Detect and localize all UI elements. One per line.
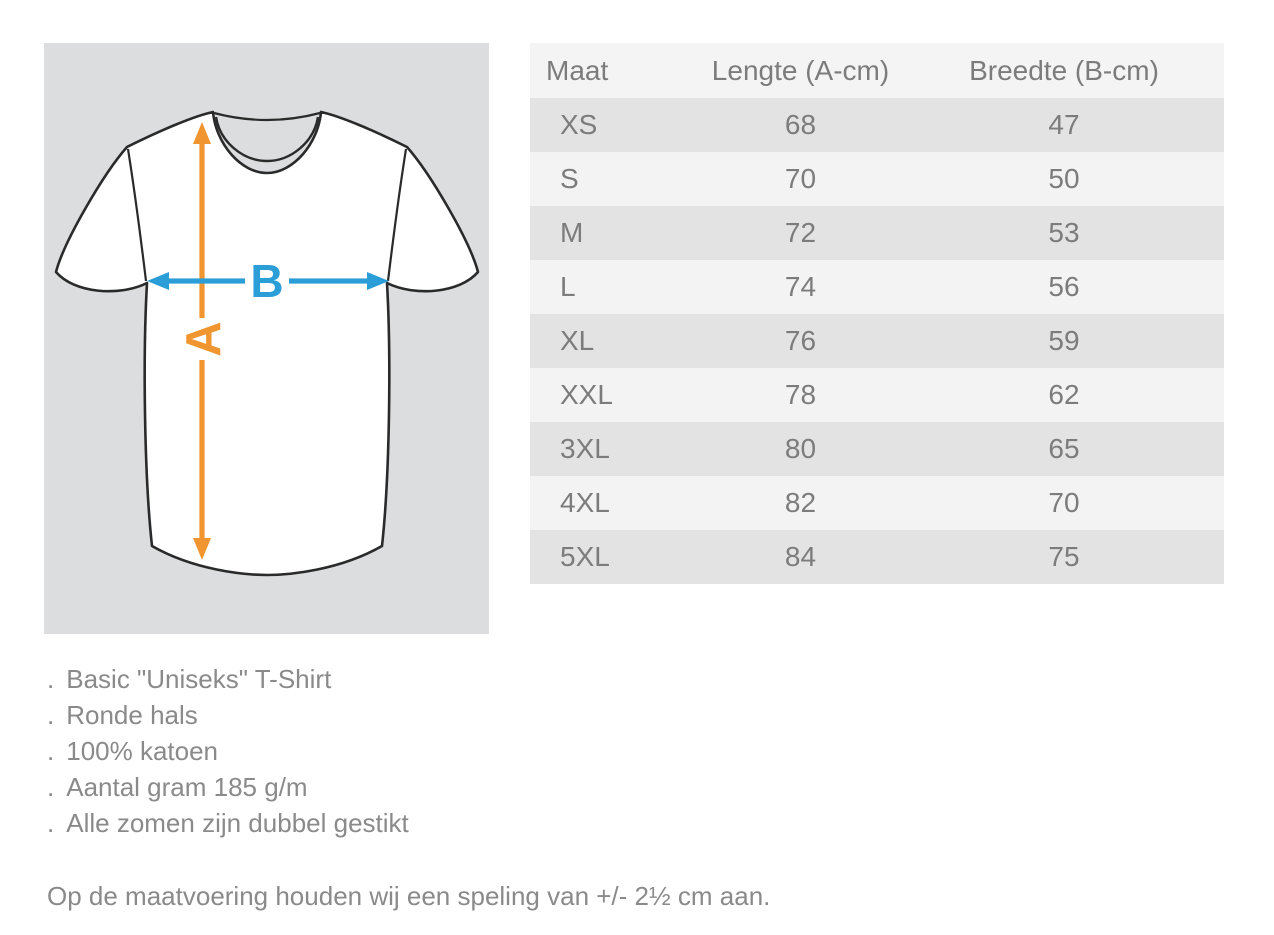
tshirt-diagram: A B	[44, 43, 489, 634]
table-row: L 74 56	[530, 260, 1224, 314]
bullet-dot: .	[47, 664, 55, 694]
length-cell: 82	[697, 476, 904, 530]
detail-text: Aantal gram 185 g/m	[66, 772, 308, 802]
collar-inner-line	[214, 116, 320, 163]
size-cell: XXL	[530, 368, 697, 422]
tolerance-note: Op de maatvoering houden wij een speling…	[47, 881, 771, 911]
detail-text: Alle zomen zijn dubbel gestikt	[66, 808, 409, 838]
table-row: 3XL 80 65	[530, 422, 1224, 476]
table-row: XL 76 59	[530, 314, 1224, 368]
size-cell: XS	[530, 98, 697, 152]
size-cell: L	[530, 260, 697, 314]
width-cell: 65	[904, 422, 1224, 476]
table-header-row: Maat Lengte (A-cm) Breedte (B-cm)	[530, 43, 1224, 98]
right-armhole-seam	[386, 148, 408, 282]
product-details-list: . Basic "Uniseks" T-Shirt . Ronde hals . 10…	[47, 661, 409, 841]
width-cell: 62	[904, 368, 1224, 422]
width-cell: 59	[904, 314, 1224, 368]
col-header-breedte: Breedte (B-cm)	[904, 43, 1224, 98]
table-row: S 70 50	[530, 152, 1224, 206]
size-table: Maat Lengte (A-cm) Breedte (B-cm) XS 68 …	[530, 43, 1224, 584]
table-row: 5XL 84 75	[530, 530, 1224, 584]
bullet-dot: .	[47, 808, 55, 838]
width-arrow-b: B	[147, 255, 389, 307]
left-armhole-seam	[126, 148, 148, 282]
length-cell: 72	[697, 206, 904, 260]
table-row: 4XL 82 70	[530, 476, 1224, 530]
length-cell: 70	[697, 152, 904, 206]
table-row: XS 68 47	[530, 98, 1224, 152]
bullet-dot: .	[47, 772, 55, 802]
size-cell: 3XL	[530, 422, 697, 476]
table-row: M 72 53	[530, 206, 1224, 260]
length-label-a: A	[177, 321, 231, 356]
width-label-b: B	[250, 255, 283, 307]
detail-text: Basic "Uniseks" T-Shirt	[66, 664, 332, 694]
width-cell: 75	[904, 530, 1224, 584]
size-cell: 5XL	[530, 530, 697, 584]
col-header-maat: Maat	[530, 43, 697, 98]
width-cell: 56	[904, 260, 1224, 314]
width-cell: 50	[904, 152, 1224, 206]
length-cell: 78	[697, 368, 904, 422]
list-item: . Basic "Uniseks" T-Shirt	[47, 661, 409, 697]
size-cell: XL	[530, 314, 697, 368]
length-cell: 84	[697, 530, 904, 584]
tshirt-outline-shape	[54, 110, 480, 577]
col-header-lengte: Lengte (A-cm)	[697, 43, 904, 98]
collar-back-line	[213, 111, 321, 122]
width-cell: 47	[904, 98, 1224, 152]
size-cell: 4XL	[530, 476, 697, 530]
length-cell: 74	[697, 260, 904, 314]
width-cell: 53	[904, 206, 1224, 260]
table-row: XXL 78 62	[530, 368, 1224, 422]
size-cell: S	[530, 152, 697, 206]
width-cell: 70	[904, 476, 1224, 530]
length-cell: 80	[697, 422, 904, 476]
list-item: . 100% katoen	[47, 733, 409, 769]
bullet-dot: .	[47, 700, 55, 730]
list-item: . Alle zomen zijn dubbel gestikt	[47, 805, 409, 841]
length-cell: 68	[697, 98, 904, 152]
length-arrow-a: A	[177, 122, 231, 560]
detail-text: Ronde hals	[66, 700, 198, 730]
bullet-dot: .	[47, 736, 55, 766]
size-cell: M	[530, 206, 697, 260]
length-cell: 76	[697, 314, 904, 368]
list-item: . Aantal gram 185 g/m	[47, 769, 409, 805]
list-item: . Ronde hals	[47, 697, 409, 733]
detail-text: 100% katoen	[66, 736, 219, 766]
